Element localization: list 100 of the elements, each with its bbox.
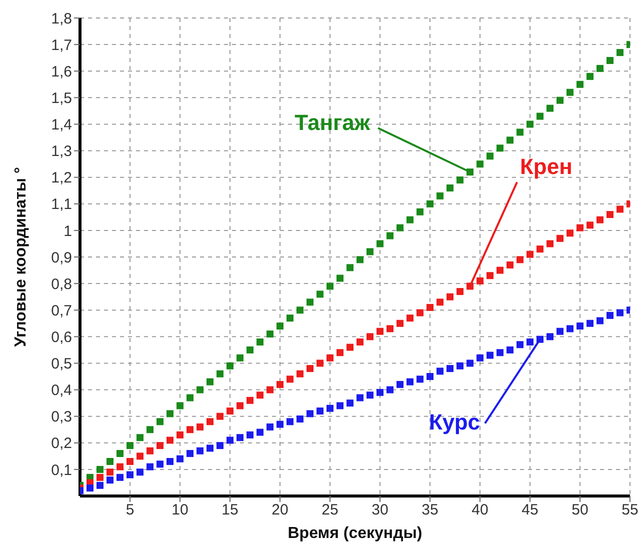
point <box>166 410 174 418</box>
point <box>296 306 304 314</box>
x-tick-label: 25 <box>322 502 338 519</box>
point <box>496 144 504 152</box>
point <box>216 442 224 450</box>
point <box>196 386 204 394</box>
point <box>356 394 364 402</box>
point <box>236 354 244 362</box>
point <box>146 447 154 454</box>
point <box>566 325 574 332</box>
point <box>546 104 554 112</box>
point <box>126 458 134 465</box>
point <box>386 386 394 394</box>
point <box>516 128 524 136</box>
point <box>166 436 174 444</box>
point <box>366 333 374 340</box>
point <box>336 349 344 356</box>
point <box>436 368 444 375</box>
point <box>426 304 434 311</box>
y-tick-label: 1,5 <box>51 90 72 107</box>
point <box>286 376 294 383</box>
point <box>276 380 284 388</box>
point <box>346 264 354 272</box>
point <box>316 290 324 298</box>
point <box>376 328 384 335</box>
point <box>246 396 254 404</box>
point <box>476 277 484 284</box>
point <box>386 232 394 240</box>
point <box>586 222 594 229</box>
point <box>566 88 574 96</box>
point <box>406 216 414 224</box>
point <box>436 192 444 200</box>
point <box>226 408 234 415</box>
x-tick-label: 45 <box>522 502 538 519</box>
point <box>546 333 554 340</box>
point <box>316 360 324 367</box>
point <box>446 184 454 192</box>
y-tick-label: 0,2 <box>51 435 72 452</box>
point <box>116 474 124 481</box>
point <box>306 298 314 306</box>
point <box>166 458 174 465</box>
point <box>336 402 344 410</box>
point <box>96 474 104 481</box>
point <box>606 211 614 218</box>
point <box>536 246 544 253</box>
point <box>216 370 224 378</box>
point <box>476 160 484 168</box>
y-tick-label: 0,7 <box>51 302 72 320</box>
point <box>286 314 294 322</box>
point <box>146 426 154 434</box>
point <box>346 400 354 407</box>
point <box>556 96 564 104</box>
point <box>206 444 214 452</box>
point <box>496 349 504 356</box>
point <box>296 415 304 422</box>
point <box>126 471 134 478</box>
point <box>526 120 534 128</box>
point <box>576 80 584 88</box>
point <box>106 458 114 465</box>
point <box>126 442 134 450</box>
point <box>326 282 334 290</box>
point <box>196 447 204 454</box>
point <box>356 256 364 264</box>
x-tick-label: 15 <box>222 502 238 519</box>
point <box>176 455 184 462</box>
point <box>296 370 304 378</box>
point <box>206 418 214 426</box>
point <box>506 136 514 144</box>
point <box>236 402 244 410</box>
point <box>136 452 144 460</box>
point <box>336 274 344 282</box>
point <box>286 418 294 426</box>
point <box>416 208 424 216</box>
point <box>426 200 434 208</box>
y-tick-label: 0,8 <box>51 276 72 293</box>
point <box>556 328 564 335</box>
point <box>176 431 184 438</box>
point <box>156 442 164 450</box>
point <box>416 376 424 383</box>
point <box>586 320 594 327</box>
point <box>606 56 614 64</box>
y-tick-label: 1 <box>64 222 72 240</box>
point <box>96 466 104 473</box>
point <box>396 224 404 232</box>
point <box>556 234 564 242</box>
point <box>356 338 364 346</box>
point <box>596 317 604 324</box>
point <box>456 176 464 184</box>
y-tick-label: 1,7 <box>51 36 72 54</box>
x-tick-label: 20 <box>272 502 288 519</box>
x-tick-label: 40 <box>472 502 488 519</box>
point <box>506 346 514 354</box>
point <box>306 410 314 418</box>
point <box>196 423 204 430</box>
point <box>146 463 154 470</box>
point <box>596 216 604 224</box>
y-tick-label: 1,6 <box>51 63 72 80</box>
point <box>246 431 254 438</box>
point <box>186 450 194 458</box>
y-tick-label: 1,3 <box>51 143 72 160</box>
